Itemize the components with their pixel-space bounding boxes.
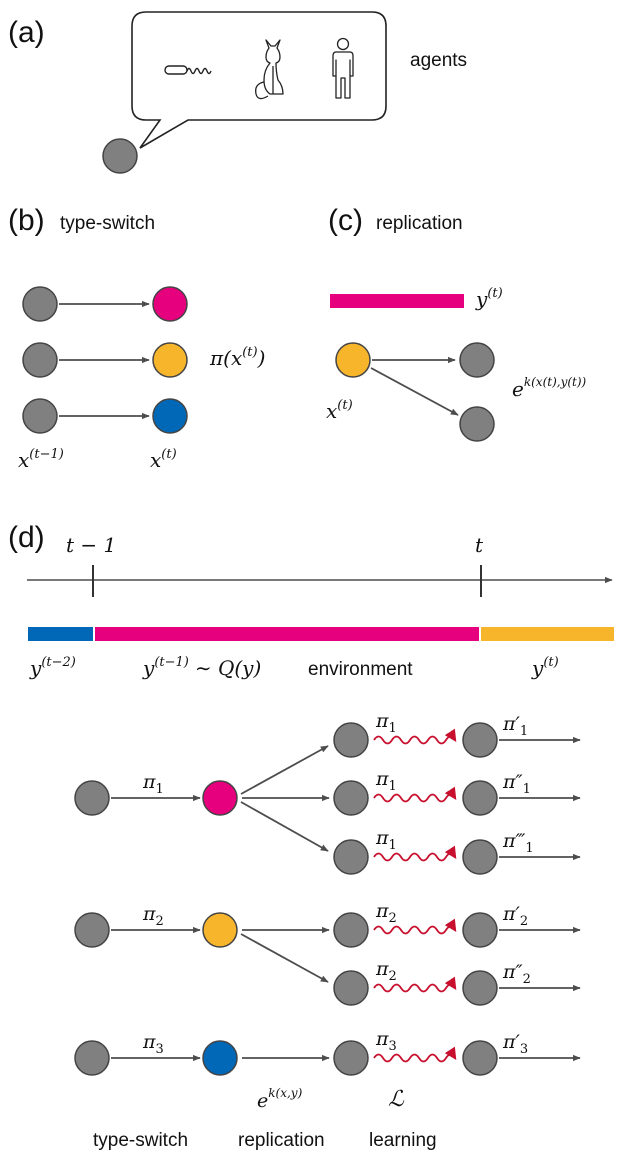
agent-node bbox=[462, 970, 498, 1006]
panel-c-tag: (c) bbox=[328, 204, 363, 237]
stage-label-replication: replication bbox=[238, 1130, 325, 1151]
loss-label: ℒ bbox=[388, 1087, 405, 1112]
learning-wavy-arrow bbox=[373, 786, 457, 803]
panel-c: (c) replication y(t) x(t) ek(x(t),y(t)) bbox=[326, 204, 587, 442]
replication-arrow bbox=[240, 933, 329, 983]
new-type-label: x(t) bbox=[150, 447, 177, 472]
blue-agent-node bbox=[152, 398, 188, 434]
environment-label: environment bbox=[308, 659, 413, 680]
agent-node bbox=[102, 138, 138, 174]
orange-agent-node bbox=[335, 342, 371, 378]
learning-wavy-arrow bbox=[373, 976, 457, 993]
new-policy-label: π′2 bbox=[502, 903, 528, 929]
learning-policy-label: π2 bbox=[375, 958, 397, 984]
learning-policy-label: π1 bbox=[375, 827, 397, 853]
agent-node bbox=[462, 1040, 498, 1076]
agent-node bbox=[462, 780, 498, 816]
prev-type-label: x(t−1) bbox=[18, 447, 64, 472]
learning-wavy-arrow bbox=[373, 728, 457, 745]
blue-agent-node bbox=[202, 1040, 238, 1076]
human-icon bbox=[332, 37, 354, 99]
switch-policy-label: π3 bbox=[142, 1031, 164, 1057]
magenta-agent-node bbox=[202, 780, 238, 816]
panel-c-title: replication bbox=[376, 213, 463, 234]
worm-icon bbox=[164, 65, 212, 75]
new-policy-label: π″1 bbox=[502, 771, 531, 797]
environment-now-label: y(t) bbox=[531, 655, 559, 680]
agent-type-label: x(t) bbox=[326, 398, 353, 423]
agent-node bbox=[333, 780, 369, 816]
agent-node bbox=[462, 912, 498, 948]
agent-node bbox=[74, 1040, 110, 1076]
switch-policy-label: π1 bbox=[142, 771, 164, 797]
stage-label-learning: learning bbox=[369, 1130, 437, 1151]
panel-b: (b) type-switch π(x(t)) x(t−1) x(t) bbox=[8, 204, 265, 472]
agent-node bbox=[333, 970, 369, 1006]
agent-node bbox=[333, 839, 369, 875]
cat-icon bbox=[255, 39, 284, 100]
new-policy-label: π″2 bbox=[502, 961, 531, 987]
environment-prev2-label: y(t−2) bbox=[29, 655, 76, 680]
replication-rate-label: ek(x,y) bbox=[257, 1086, 303, 1112]
agent-node bbox=[22, 286, 58, 322]
agent-node bbox=[462, 722, 498, 758]
panel-d: (d) t − 1 t y(t−2) y(t−1) ∼ Q(y) environm… bbox=[8, 521, 614, 1151]
agent-node bbox=[22, 342, 58, 378]
environment-prev-label: y(t−1) ∼ Q(y) bbox=[142, 655, 261, 680]
time-prev-label: t − 1 bbox=[66, 533, 116, 557]
agent-node bbox=[459, 406, 495, 442]
environment-bar bbox=[330, 294, 464, 308]
agent-node bbox=[74, 912, 110, 948]
learning-policy-label: π1 bbox=[375, 768, 397, 794]
agent-node bbox=[459, 342, 495, 378]
learning-wavy-arrow bbox=[373, 918, 457, 935]
replication-rate-label: ek(x(t),y(t)) bbox=[512, 375, 587, 401]
environment-bar-prev bbox=[95, 627, 479, 641]
environment-bar-now bbox=[481, 627, 614, 641]
panel-d-tag: (d) bbox=[8, 521, 45, 554]
environment-label: y(t) bbox=[475, 286, 503, 311]
lineage-tree: π1 π1 π′1 π1 π″1 π1 π‴1 π2 π2 π′2 π2 π″2 π3 π3 π′3 bbox=[74, 710, 581, 1076]
learning-wavy-arrow bbox=[373, 845, 457, 862]
agent-node bbox=[333, 1040, 369, 1076]
agent-node bbox=[462, 839, 498, 875]
magenta-agent-node bbox=[152, 286, 188, 322]
new-policy-label: π‴1 bbox=[502, 830, 534, 856]
replication-arrow bbox=[370, 367, 459, 416]
replication-arrow bbox=[240, 745, 329, 795]
agents-label: agents bbox=[410, 50, 467, 71]
agent-node bbox=[333, 912, 369, 948]
orange-agent-node bbox=[202, 912, 238, 948]
learning-policy-label: π1 bbox=[375, 710, 397, 736]
agent-node bbox=[74, 780, 110, 816]
agent-node bbox=[333, 722, 369, 758]
learning-wavy-arrow bbox=[373, 1046, 457, 1063]
panel-a: (a) agents bbox=[8, 11, 467, 174]
policy-label: π(x(t)) bbox=[209, 345, 265, 370]
orange-agent-node bbox=[152, 342, 188, 378]
environment-bar-prev2 bbox=[28, 627, 93, 641]
agent-node bbox=[22, 398, 58, 434]
switch-policy-label: π2 bbox=[142, 903, 164, 929]
learning-policy-label: π2 bbox=[375, 900, 397, 926]
new-policy-label: π′3 bbox=[502, 1031, 528, 1057]
time-now-label: t bbox=[475, 533, 484, 557]
panel-a-tag: (a) bbox=[8, 16, 45, 49]
panel-b-title: type-switch bbox=[60, 213, 155, 234]
new-policy-label: π′1 bbox=[502, 713, 528, 739]
panel-b-tag: (b) bbox=[8, 204, 45, 237]
replication-arrow bbox=[240, 801, 329, 852]
stage-label-type-switch: type-switch bbox=[93, 1130, 188, 1151]
learning-policy-label: π3 bbox=[375, 1028, 397, 1054]
speech-bubble bbox=[131, 11, 387, 149]
